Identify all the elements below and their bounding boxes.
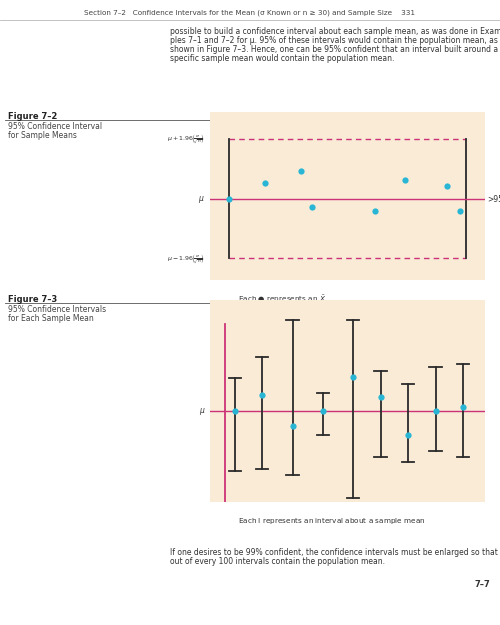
Text: out of every 100 intervals contain the population mean.: out of every 100 intervals contain the p… <box>170 557 385 566</box>
Text: Figure 7–3: Figure 7–3 <box>8 295 57 304</box>
Text: shown in Figure 7–3. Hence, one can be 95% confident that an interval built arou: shown in Figure 7–3. Hence, one can be 9… <box>170 45 498 54</box>
Text: Each $\mathrm{I}$ represents an interval about a sample mean: Each $\mathrm{I}$ represents an interval… <box>238 516 425 526</box>
Text: for Sample Means: for Sample Means <box>8 131 77 140</box>
Text: 95% Confidence Intervals: 95% Confidence Intervals <box>8 305 106 314</box>
Text: $\mu - 1.96\!\left(\!\frac{\sigma}{\sqrt{n}}\!\right)$: $\mu - 1.96\!\left(\!\frac{\sigma}{\sqrt… <box>167 252 204 264</box>
Text: >95%: >95% <box>488 195 500 204</box>
Text: for Each Sample Mean: for Each Sample Mean <box>8 314 94 323</box>
Text: If one desires to be 99% confident, the confidence intervals must be enlarged so: If one desires to be 99% confident, the … <box>170 548 500 557</box>
Text: $\mu$: $\mu$ <box>198 194 204 205</box>
Text: possible to build a confidence interval about each sample mean, as was done in E: possible to build a confidence interval … <box>170 27 500 36</box>
Text: Section 7–2   Confidence Intervals for the Mean (σ Known or n ≥ 30) and Sample S: Section 7–2 Confidence Intervals for the… <box>84 10 415 16</box>
Text: 7–7: 7–7 <box>474 580 490 589</box>
Text: $\mu$: $\mu$ <box>200 406 206 417</box>
Text: $\mu + 1.96\!\left(\!\frac{\sigma}{\sqrt{n}}\!\right)$: $\mu + 1.96\!\left(\!\frac{\sigma}{\sqrt… <box>167 132 204 146</box>
Text: 95% Confidence Interval: 95% Confidence Interval <box>8 122 102 131</box>
Text: Each ● represents an $\bar{X}$: Each ● represents an $\bar{X}$ <box>238 294 326 305</box>
Text: specific sample mean would contain the population mean.: specific sample mean would contain the p… <box>170 54 394 63</box>
Text: ples 7–1 and 7–2 for μ. 95% of these intervals would contain the population mean: ples 7–1 and 7–2 for μ. 95% of these int… <box>170 36 498 45</box>
Text: Figure 7–2: Figure 7–2 <box>8 112 58 121</box>
